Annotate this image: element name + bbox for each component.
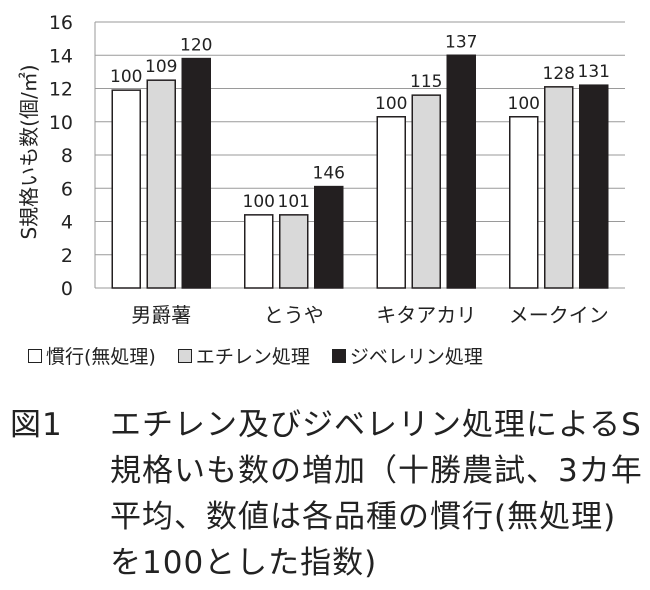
legend-swatch-ethylene: [177, 348, 192, 363]
legend-label-control: 慣行(無処理): [46, 346, 156, 368]
bar-0-0: [111, 89, 141, 289]
legend-item-control: 慣行(無処理): [28, 342, 156, 369]
data-label: 100: [243, 192, 275, 212]
bar-2-1: [411, 94, 441, 289]
bar-1-1: [279, 214, 309, 289]
y-axis-ticks: 0 2 4 6 8 10 12 14 16: [49, 12, 73, 300]
y-tick-label: 4: [61, 212, 73, 234]
y-tick-label: 14: [49, 45, 73, 67]
y-tick-label: 12: [49, 79, 73, 101]
bar-2-2: [446, 54, 476, 289]
data-label: 100: [110, 67, 142, 87]
bar-3-1: [544, 86, 574, 289]
bar-0-1: [146, 79, 176, 289]
data-label: 128: [543, 64, 575, 84]
x-tick-label: キタアカリ: [376, 303, 476, 327]
bar-0-2: [181, 57, 211, 289]
data-label: 101: [278, 192, 310, 212]
y-tick-label: 8: [61, 145, 73, 167]
bars: [111, 54, 609, 289]
data-label: 115: [410, 72, 442, 92]
bar-1-2: [314, 185, 344, 289]
data-label: 100: [375, 94, 407, 114]
bar-2-0: [376, 116, 406, 289]
x-tick-label: メークイン: [509, 303, 609, 327]
bar-1-0: [244, 214, 274, 289]
legend-item-gibberellin: ジベレリン処理: [331, 342, 483, 369]
legend: 慣行(無処理) エチレン処理 ジベレリン処理: [28, 342, 505, 369]
y-tick-label: 2: [61, 245, 73, 267]
figure-number: 図1: [10, 407, 63, 443]
data-label: 109: [145, 57, 177, 77]
x-tick-label: 男爵薯: [131, 303, 191, 327]
legend-swatch-control: [28, 348, 42, 363]
data-label: 137: [445, 32, 477, 52]
y-axis-label: S規格いも数(個/㎡): [17, 64, 41, 239]
figure-caption-text: エチレン及びジベレリン処理によるS規格いも数の増加（十勝農試、3カ年平均、数値は…: [110, 407, 643, 581]
bar-3-0: [509, 116, 539, 289]
x-tick-label: とうや: [264, 303, 324, 327]
data-label: 100: [508, 94, 540, 114]
y-tick-label: 0: [61, 278, 73, 300]
legend-swatch-gibberellin: [331, 348, 346, 363]
bar-3-2: [579, 84, 609, 289]
legend-label-ethylene: エチレン処理: [195, 346, 310, 368]
y-tick-label: 10: [49, 112, 73, 134]
data-label: 146: [313, 164, 345, 184]
y-tick-label: 6: [61, 178, 73, 200]
x-axis-ticks: 男爵薯 とうや キタアカリ メークイン: [131, 303, 609, 327]
legend-label-gibberellin: ジベレリン処理: [349, 346, 483, 368]
legend-item-ethylene: エチレン処理: [177, 342, 310, 369]
y-tick-label: 16: [49, 12, 73, 34]
data-label: 131: [578, 62, 610, 82]
data-label: 120: [180, 36, 212, 56]
